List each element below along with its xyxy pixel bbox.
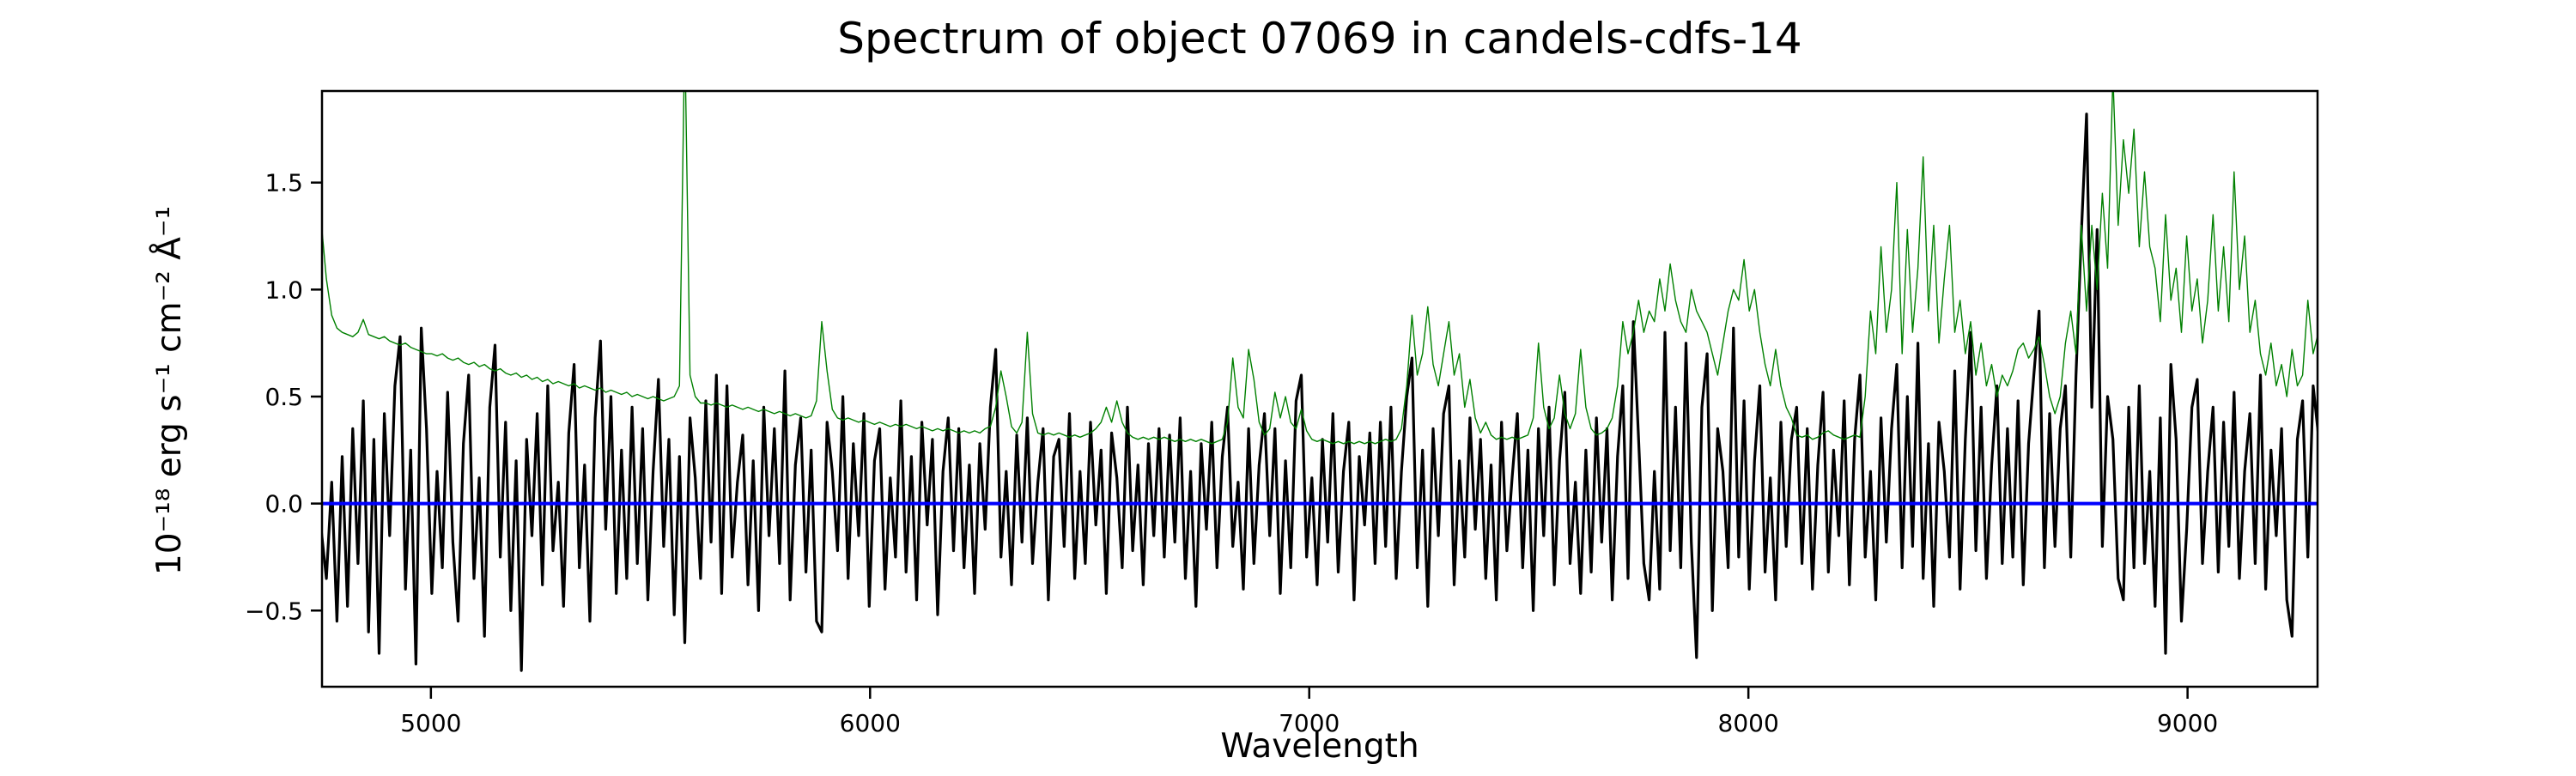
x-tick-label-5000: 5000 — [400, 709, 461, 737]
x-axis-label: Wavelength — [1220, 727, 1419, 766]
y-tick-label-1.5: 1.5 — [264, 169, 303, 197]
object-spectrum-line — [322, 112, 2318, 672]
y-axis-label: 10⁻¹⁸ erg s⁻¹ cm⁻² Å⁻¹ — [149, 206, 189, 575]
plot-title: Spectrum of object 07069 in candels-cdfs… — [837, 14, 1802, 64]
y-tick-label-0.5: 0.5 — [264, 383, 303, 411]
x-tick-label-8000: 8000 — [1718, 709, 1779, 737]
noise-spectrum-line — [322, 91, 2318, 445]
series-lines — [322, 91, 2318, 672]
x-axis-ticks: 5000 6000 7000 8000 9000 — [400, 687, 2218, 737]
x-tick-label-7000: 7000 — [1279, 709, 1340, 737]
x-tick-label-6000: 6000 — [840, 709, 901, 737]
y-tick-label-1.0: 1.0 — [264, 276, 303, 304]
y-tick-label-−0.5: −0.5 — [245, 597, 303, 625]
y-axis-ticks: 1.5 1.0 0.5 0.0 −0.5 — [245, 169, 322, 625]
x-tick-label-9000: 9000 — [2157, 709, 2218, 737]
y-tick-label-0.0: 0.0 — [264, 490, 303, 518]
plot-frame — [320, 89, 2319, 688]
